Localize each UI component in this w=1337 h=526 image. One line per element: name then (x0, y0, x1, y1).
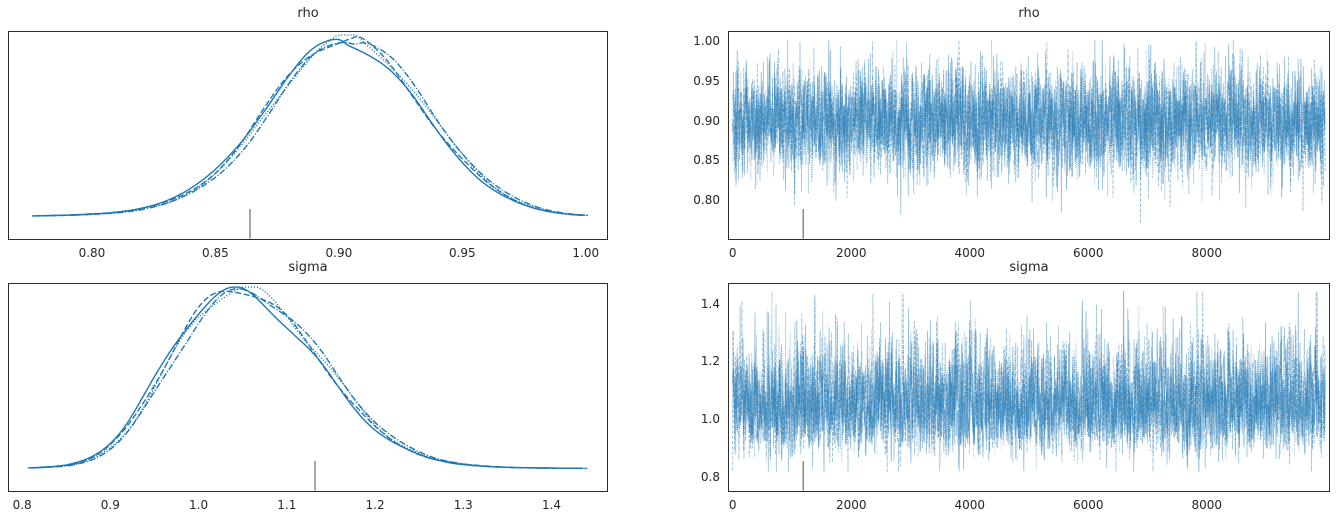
x-tick-label: 0.90 (325, 246, 353, 260)
x-tick-label: 4000 (954, 246, 985, 260)
density-curve-chain-1 (34, 35, 585, 217)
axes-frame (8, 283, 608, 492)
x-tick-label: 0.9 (100, 498, 120, 512)
x-tick-label: 0 (728, 246, 737, 260)
y-tick-label: 0.8 (700, 469, 720, 484)
y-tick-label: 0.90 (693, 113, 720, 128)
trace-line-chain-1 (732, 291, 1326, 472)
trace-line-chain-0 (732, 39, 1326, 215)
y-tick-label: 1.2 (700, 354, 720, 369)
rho-trace-plot (728, 31, 1330, 240)
density-curve-chain-0 (27, 286, 581, 469)
x-tick-label: 8000 (1191, 498, 1223, 512)
x-tick-label: 1.0 (189, 498, 209, 512)
x-tick-label: 4000 (954, 498, 985, 512)
x-tick-label: 0.80 (78, 246, 106, 260)
x-tick-label: 2000 (835, 246, 867, 260)
chart-title-sigma-trace: sigma (1009, 260, 1049, 275)
x-tick-label: 8000 (1191, 246, 1223, 260)
x-tick-label: 0.8 (12, 498, 32, 512)
chart-title-rho-trace: rho (1018, 6, 1040, 21)
trace-line-chain-3 (732, 293, 1326, 472)
x-tick-label: 1.1 (277, 498, 297, 512)
trace-line-chain-3 (732, 39, 1326, 208)
axes-frame (728, 31, 1330, 240)
x-tick-label: 1.00 (572, 246, 600, 260)
density-curve-chain-2 (36, 34, 587, 217)
density-curve-chain-3 (38, 41, 589, 217)
x-tick-label: 0.95 (448, 246, 476, 260)
axes-frame (8, 31, 608, 240)
y-tick-label: 1.00 (693, 34, 720, 49)
density-curve-chain-0 (31, 38, 583, 217)
y-tick-label: 1.0 (700, 411, 720, 426)
x-tick-label: 6000 (1072, 246, 1104, 260)
x-tick-label: 0 (728, 498, 737, 512)
y-tick-label: 0.85 (693, 153, 720, 168)
chart-title-sigma-density: sigma (288, 260, 328, 275)
chart-title-rho-density: rho (297, 6, 319, 21)
x-tick-label: 0.85 (202, 246, 229, 260)
trace-line-chain-0 (732, 291, 1326, 472)
density-curve-chain-1 (29, 290, 584, 469)
density-curve-chain-3 (34, 288, 588, 470)
x-tick-label: 1.2 (365, 498, 385, 512)
sigma-density-plot (8, 283, 608, 492)
axes-frame (728, 283, 1330, 492)
x-tick-label: 1.3 (453, 498, 473, 512)
rho-density-plot (8, 31, 608, 240)
y-tick-label: 1.4 (700, 296, 720, 311)
sigma-trace-plot (728, 283, 1330, 492)
trace-line-chain-1 (732, 39, 1326, 224)
x-tick-label: 1.4 (541, 498, 562, 512)
density-curve-chain-2 (31, 286, 586, 469)
x-tick-label: 6000 (1072, 498, 1104, 512)
trace-line-chain-2 (732, 39, 1326, 204)
x-tick-label: 2000 (835, 498, 867, 512)
y-tick-label: 0.95 (693, 73, 720, 88)
trace-line-chain-2 (732, 291, 1326, 472)
y-tick-label: 0.80 (693, 193, 720, 208)
